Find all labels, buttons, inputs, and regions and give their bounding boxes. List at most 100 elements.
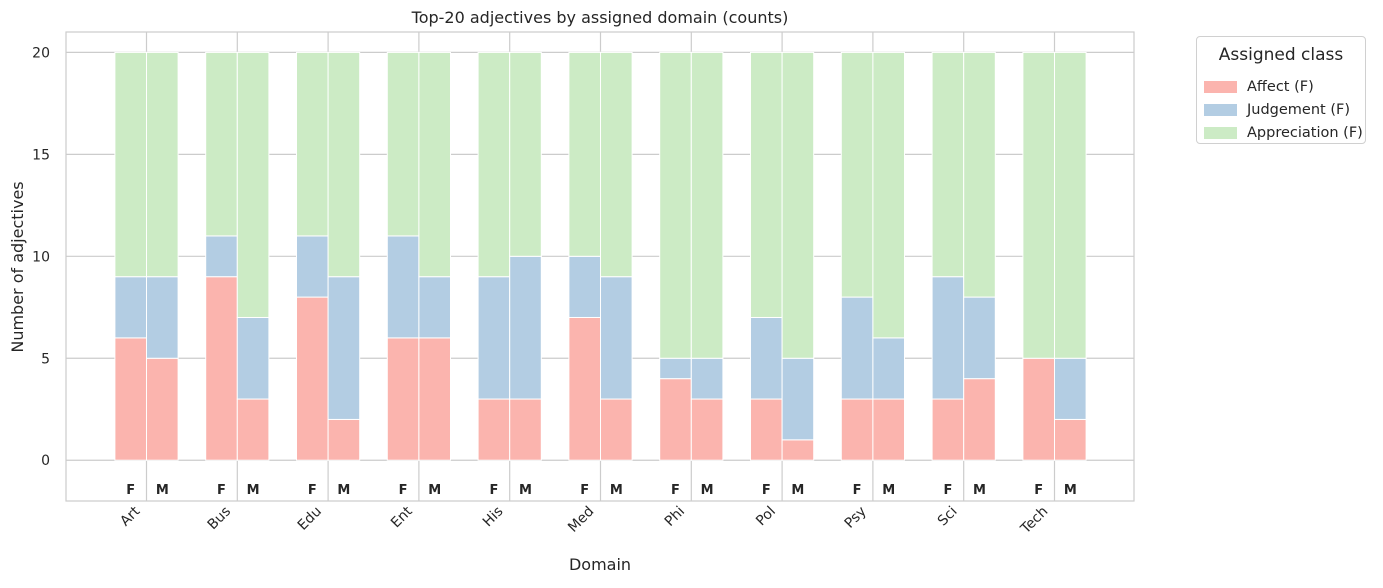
y-tick-label: 10 bbox=[32, 249, 50, 265]
category-label: Tech bbox=[1017, 504, 1051, 538]
subgroup-label: F bbox=[308, 483, 317, 498]
bar-segment-ent-f bbox=[386, 51, 420, 237]
bar-segment-phi-f bbox=[659, 378, 692, 461]
bar-segment-sci-m bbox=[963, 51, 996, 298]
bar-segment-edu-m bbox=[327, 51, 361, 278]
subgroup-label: M bbox=[701, 483, 714, 498]
bar-segment-pol-m bbox=[781, 357, 815, 441]
legend-item-affect: Affect (F) bbox=[1204, 77, 1314, 97]
plot-frame bbox=[65, 31, 1135, 502]
bar-segment-edu-f bbox=[296, 51, 329, 237]
bar-segment-psy-m bbox=[872, 337, 906, 400]
bar-segment-pol-f bbox=[750, 51, 783, 318]
legend-item-judgement: Judgement (F) bbox=[1204, 100, 1350, 120]
bar-segment-ent-m bbox=[418, 276, 451, 339]
bar-segment-sci-f bbox=[931, 398, 965, 461]
bar-segment-sci-m bbox=[963, 296, 996, 380]
y-tick-label: 5 bbox=[41, 351, 50, 367]
bar-segment-pol-f bbox=[750, 398, 783, 461]
bar-segment-bus-m bbox=[236, 316, 270, 400]
bar-segment-psy-f bbox=[840, 51, 874, 298]
bar-segment-pol-m bbox=[781, 439, 815, 461]
bar-segment-his-f bbox=[477, 276, 511, 400]
bar-segment-med-m bbox=[600, 51, 633, 278]
bar-segment-tech-f bbox=[1022, 51, 1056, 359]
bar-segment-tech-f bbox=[1022, 357, 1056, 461]
subgroup-label: F bbox=[489, 483, 498, 498]
y-tick-label: 0 bbox=[41, 453, 50, 469]
bar-segment-tech-m bbox=[1054, 418, 1087, 461]
legend-swatch-affect bbox=[1204, 81, 1237, 93]
bar-segment-bus-f bbox=[205, 235, 238, 278]
subgroup-label: F bbox=[943, 483, 952, 498]
category-label: Med bbox=[565, 504, 597, 536]
x-axis-label: Domain bbox=[569, 555, 631, 574]
category-label: Art bbox=[117, 503, 143, 529]
subgroup-label: F bbox=[126, 483, 135, 498]
subgroup-label: M bbox=[791, 483, 804, 498]
label-layer: 0 5 10 15 20 F M Art F M Bus F M Edu F M Ent F M His F M Med F M… bbox=[32, 45, 1077, 537]
bar-segment-med-f bbox=[568, 51, 602, 257]
bar-segment-ent-m bbox=[418, 337, 451, 461]
bar-segment-art-m bbox=[146, 357, 179, 461]
bar-segment-sci-f bbox=[931, 51, 965, 278]
legend-label-judgement: Judgement (F) bbox=[1247, 102, 1350, 118]
subgroup-label: M bbox=[610, 483, 623, 498]
subgroup-label: F bbox=[580, 483, 589, 498]
bar-segment-art-f bbox=[114, 51, 148, 278]
category-label: Ent bbox=[388, 503, 416, 531]
y-axis-label: Number of adjectives bbox=[8, 181, 27, 352]
subgroup-label: M bbox=[973, 483, 986, 498]
subgroup-label: F bbox=[217, 483, 226, 498]
bar-segment-psy-f bbox=[840, 296, 874, 400]
bar-segment-ent-f bbox=[386, 235, 420, 339]
legend-swatch-appreciation bbox=[1204, 127, 1237, 139]
subgroup-label: F bbox=[853, 483, 862, 498]
bar-segment-bus-f bbox=[205, 51, 238, 237]
bar-layer bbox=[114, 51, 1087, 461]
bar-segment-bus-m bbox=[236, 51, 270, 318]
bar-segment-phi-m bbox=[690, 357, 724, 400]
bar-segment-bus-f bbox=[205, 276, 238, 461]
bar-segment-ent-m bbox=[418, 51, 451, 278]
legend-label-appreciation: Appreciation (F) bbox=[1247, 125, 1363, 141]
bar-segment-psy-m bbox=[872, 51, 906, 339]
legend-item-appreciation: Appreciation (F) bbox=[1204, 123, 1363, 143]
bar-segment-tech-m bbox=[1054, 357, 1087, 420]
bar-segment-med-f bbox=[568, 255, 602, 318]
bar-segment-art-f bbox=[114, 276, 148, 339]
subgroup-label: F bbox=[762, 483, 771, 498]
legend-swatch-judgement bbox=[1204, 104, 1237, 116]
subgroup-label: M bbox=[156, 483, 169, 498]
subgroup-label: M bbox=[882, 483, 895, 498]
bar-segment-tech-m bbox=[1054, 51, 1087, 359]
bar-segment-edu-f bbox=[296, 296, 329, 461]
bar-segment-phi-f bbox=[659, 357, 692, 380]
category-label: Edu bbox=[295, 504, 325, 534]
bar-segment-bus-m bbox=[236, 398, 270, 461]
subgroup-label: M bbox=[519, 483, 532, 498]
bar-segment-edu-f bbox=[296, 235, 329, 298]
bar-segment-med-m bbox=[600, 276, 633, 400]
bar-segment-his-m bbox=[509, 51, 542, 257]
bar-segment-art-f bbox=[114, 337, 148, 461]
legend: Assigned class Affect (F) Judgement (F) … bbox=[1196, 36, 1366, 144]
bar-segment-phi-m bbox=[690, 51, 724, 359]
bar-segment-edu-m bbox=[327, 276, 361, 420]
bar-segment-sci-f bbox=[931, 276, 965, 400]
bar-segment-his-f bbox=[477, 51, 511, 278]
bar-segment-pol-m bbox=[781, 51, 815, 359]
y-tick-label: 15 bbox=[32, 147, 50, 163]
bar-segment-his-f bbox=[477, 398, 511, 461]
category-label: His bbox=[480, 504, 507, 531]
legend-title: Assigned class bbox=[1218, 45, 1344, 65]
bar-segment-phi-m bbox=[690, 398, 724, 461]
subgroup-label: M bbox=[428, 483, 441, 498]
legend-label-affect: Affect (F) bbox=[1247, 79, 1314, 95]
bar-segment-ent-f bbox=[386, 337, 420, 461]
category-label: Bus bbox=[205, 504, 235, 534]
bar-segment-psy-m bbox=[872, 398, 906, 461]
subgroup-label: F bbox=[1034, 483, 1043, 498]
